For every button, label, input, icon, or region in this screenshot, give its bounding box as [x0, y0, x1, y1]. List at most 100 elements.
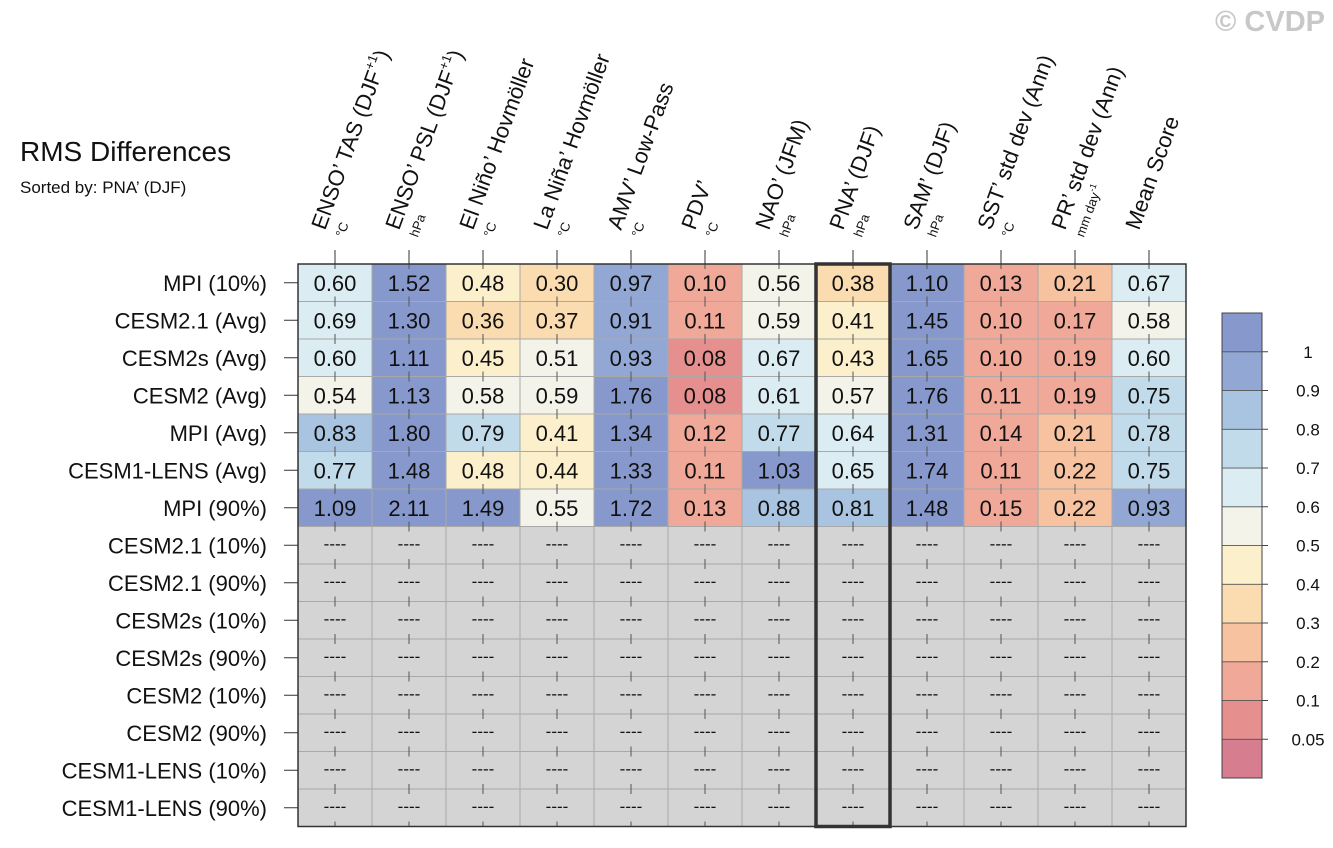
cell-value: ----	[620, 534, 643, 553]
cell-value: 0.97	[610, 271, 653, 296]
cell-value: ----	[842, 797, 865, 816]
cell-value: ----	[990, 572, 1013, 591]
row-label: MPI (Avg)	[170, 421, 267, 446]
row-label: CESM2.1 (10%)	[108, 533, 267, 558]
colorbar-label: 0.05	[1291, 730, 1324, 749]
column-label: ENSO’ PSL (DJF+1)	[378, 46, 468, 233]
cell-value: ----	[620, 797, 643, 816]
cell-value: 0.75	[1128, 383, 1171, 408]
cell-value: 0.15	[980, 496, 1023, 521]
heatmap-cell	[1037, 413, 1113, 452]
heatmap-cell	[1111, 526, 1187, 565]
cell-value: ----	[398, 609, 421, 628]
cell-value: ----	[916, 609, 939, 628]
cell-value: 0.14	[980, 421, 1023, 446]
colorbar-segment	[1221, 467, 1263, 508]
row-label: CESM2.1 (90%)	[108, 571, 267, 596]
heatmap-cells: 0.60 1.52 0.48 0.30 0.97 0.10 0.56 0.38 1.10 0.13…	[297, 263, 1187, 827]
heatmap-cell	[741, 601, 817, 640]
cell-value: ----	[620, 759, 643, 778]
column-label: ENSO’ TAS (DJF+1)	[304, 46, 394, 233]
cell-value: 0.22	[1054, 496, 1097, 521]
heatmap-cell	[445, 788, 521, 827]
cell-value: ----	[990, 684, 1013, 703]
column-label: SST’ std dev (Ann)	[972, 51, 1058, 232]
cell-value: ----	[398, 759, 421, 778]
grid-border	[297, 263, 1187, 828]
cell-value: 1.31	[906, 421, 949, 446]
column-unit: °C	[703, 220, 722, 239]
colorbar-segment	[1221, 506, 1263, 546]
cell-value: 0.58	[1128, 308, 1171, 333]
colorbar-label: 0.3	[1296, 614, 1320, 633]
heatmap-cell	[519, 788, 595, 827]
cell-value: ----	[620, 609, 643, 628]
cell-value: ----	[546, 759, 569, 778]
cell-value: ----	[546, 572, 569, 591]
cell-value: ----	[842, 722, 865, 741]
heatmap-cell	[741, 638, 817, 677]
cell-value: 1.34	[610, 421, 653, 446]
column-label: NAO’ (JFM)	[750, 116, 813, 233]
cell-value: 1.48	[906, 496, 949, 521]
column-unit: °C	[481, 220, 500, 239]
colorbar-segment	[1221, 700, 1263, 740]
cell-value: ----	[324, 572, 347, 591]
cell-value: 1.72	[610, 496, 653, 521]
cell-value: 0.21	[1054, 421, 1097, 446]
cell-value: ----	[472, 759, 495, 778]
cell-value: ----	[546, 534, 569, 553]
colorbar-label: 1	[1303, 343, 1312, 362]
cell-value: ----	[990, 647, 1013, 666]
heatmap-cell	[667, 526, 743, 565]
cell-value: 1.45	[906, 308, 949, 333]
heatmap-cell	[371, 263, 447, 302]
cell-value: ----	[324, 609, 347, 628]
heatmap-cell	[519, 751, 595, 790]
column-label: Mean Score	[1120, 113, 1184, 233]
cell-value: 1.65	[906, 346, 949, 371]
heatmap-cell	[371, 488, 447, 527]
cell-value: ----	[472, 647, 495, 666]
row-label: MPI (10%)	[163, 271, 267, 296]
heatmap-cell	[445, 638, 521, 677]
heatmap-cell	[593, 488, 669, 527]
cell-value: 0.91	[610, 308, 653, 333]
cell-value: ----	[1138, 684, 1161, 703]
column-label-sup: +1	[435, 53, 454, 72]
heatmap-cell	[445, 751, 521, 790]
row-label: CESM2s (90%)	[115, 646, 267, 671]
heatmap-cell	[593, 376, 669, 415]
cell-value: ----	[916, 572, 939, 591]
heatmap-cell	[519, 601, 595, 640]
cell-value: 1.49	[462, 496, 505, 521]
cell-value: ----	[768, 722, 791, 741]
colorbar-segment	[1221, 312, 1263, 353]
cell-value: 1.76	[906, 383, 949, 408]
cell-value: 0.36	[462, 308, 505, 333]
heatmap-cell	[1111, 563, 1187, 602]
cell-value: ----	[546, 797, 569, 816]
cell-value: ----	[768, 797, 791, 816]
cell-value: ----	[842, 759, 865, 778]
heatmap-cell	[297, 376, 373, 415]
cell-value: 0.60	[314, 271, 357, 296]
cell-value: 0.48	[462, 458, 505, 483]
cell-value: ----	[768, 647, 791, 666]
cell-value: ----	[324, 759, 347, 778]
heatmap-cell	[519, 451, 595, 490]
cell-value: ----	[1138, 722, 1161, 741]
cell-value: ----	[1064, 759, 1087, 778]
row-label: CESM2.1 (Avg)	[115, 308, 267, 333]
cell-value: ----	[1138, 647, 1161, 666]
heatmap-cell	[297, 788, 373, 827]
cell-value: ----	[842, 534, 865, 553]
heatmap-cell	[741, 788, 817, 827]
cell-value: ----	[472, 609, 495, 628]
heatmap-cell	[667, 713, 743, 752]
column-unit: °C	[629, 220, 648, 239]
heatmap-cell	[1037, 676, 1113, 715]
heatmap-cell	[1037, 301, 1113, 340]
cell-value: ----	[620, 572, 643, 591]
heatmap-cell	[1037, 526, 1113, 565]
